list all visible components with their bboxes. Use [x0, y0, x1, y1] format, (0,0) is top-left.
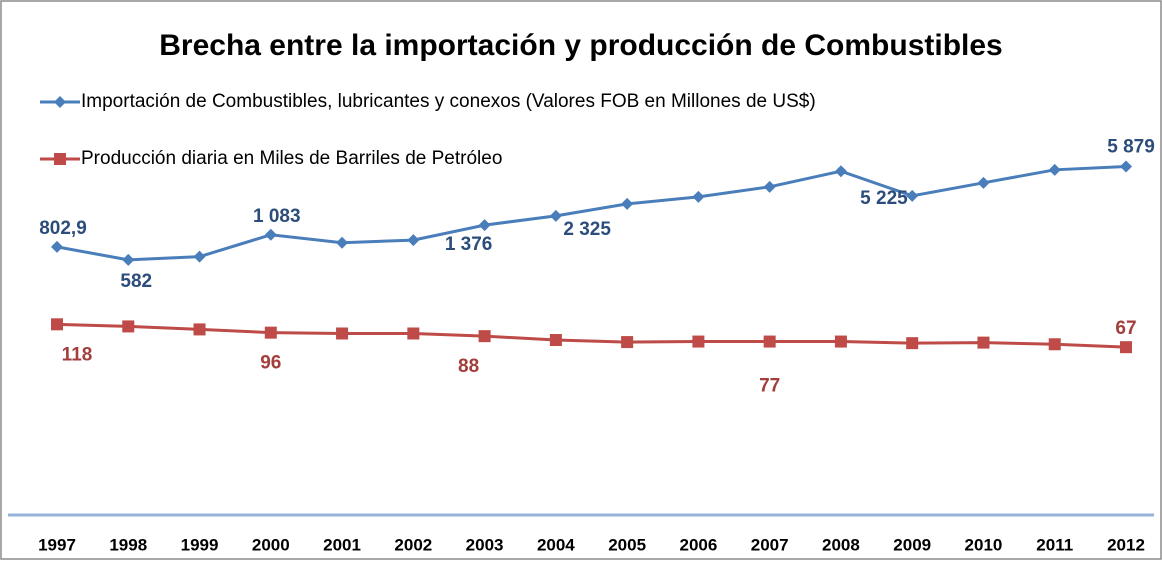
- point: [977, 336, 990, 349]
- data-label: 118: [62, 344, 93, 365]
- point: [977, 176, 990, 189]
- x-tick-label: 2008: [822, 535, 860, 554]
- data-label: 5 225: [860, 188, 908, 209]
- point: [763, 180, 776, 193]
- point: [1120, 160, 1132, 173]
- point: [834, 335, 847, 348]
- point: [193, 323, 206, 336]
- x-tick-label: 2000: [252, 535, 290, 554]
- legend-label: Importación de Combustibles, lubricantes…: [81, 91, 816, 112]
- point: [549, 209, 562, 222]
- point: [264, 326, 277, 339]
- point: [621, 336, 634, 349]
- point: [692, 335, 705, 348]
- point: [1048, 338, 1061, 351]
- x-tick-label: 2009: [893, 535, 931, 554]
- point: [621, 197, 634, 210]
- point: [478, 219, 491, 232]
- point: [51, 240, 63, 253]
- point: [834, 165, 847, 178]
- x-tick-label: 2010: [965, 535, 1003, 554]
- point: [122, 253, 135, 266]
- data-label: 2 325: [563, 219, 611, 240]
- point: [763, 335, 776, 348]
- x-tick-label: 2005: [608, 535, 646, 554]
- x-tick-label: 2007: [751, 535, 789, 554]
- point: [906, 189, 919, 202]
- point: [54, 153, 66, 165]
- data-label: 5 879: [1107, 136, 1155, 157]
- x-tick-label: 2002: [394, 535, 432, 554]
- x-tick-label: 2001: [323, 535, 361, 554]
- point: [54, 96, 66, 108]
- point: [51, 318, 63, 331]
- point: [1048, 163, 1061, 176]
- x-tick-label: 2003: [466, 535, 504, 554]
- legend-label: Producción diaria en Miles de Barriles d…: [81, 148, 502, 169]
- point: [336, 236, 349, 249]
- x-tick-label: 2012: [1107, 535, 1145, 554]
- data-label: 88: [458, 356, 479, 377]
- data-label: 582: [120, 271, 152, 292]
- x-tick-label: 1998: [109, 535, 147, 554]
- data-label: 96: [260, 353, 281, 374]
- point: [193, 250, 206, 263]
- chart-title: Brecha entre la importación y producción…: [159, 29, 1003, 62]
- x-tick-label: 1997: [38, 535, 76, 554]
- point: [336, 327, 349, 340]
- data-label: 67: [1115, 318, 1136, 339]
- point: [122, 320, 135, 333]
- x-tick-label: 2004: [537, 535, 575, 554]
- x-tick-label: 2006: [679, 535, 717, 554]
- series-line: [56, 164, 1127, 262]
- x-tick-label: 2011: [1036, 535, 1073, 554]
- data-label: 1 376: [445, 234, 493, 255]
- point: [549, 334, 562, 347]
- point: [478, 330, 491, 343]
- point: [906, 337, 919, 350]
- point: [1120, 341, 1132, 354]
- data-label: 1 083: [253, 206, 301, 227]
- data-label: 77: [759, 376, 780, 397]
- point: [407, 327, 420, 340]
- point: [264, 228, 277, 241]
- point: [407, 234, 420, 247]
- x-tick-label: 1999: [181, 535, 219, 554]
- point: [692, 190, 705, 203]
- data-label: 802,9: [39, 218, 87, 239]
- series-line: [56, 322, 1127, 349]
